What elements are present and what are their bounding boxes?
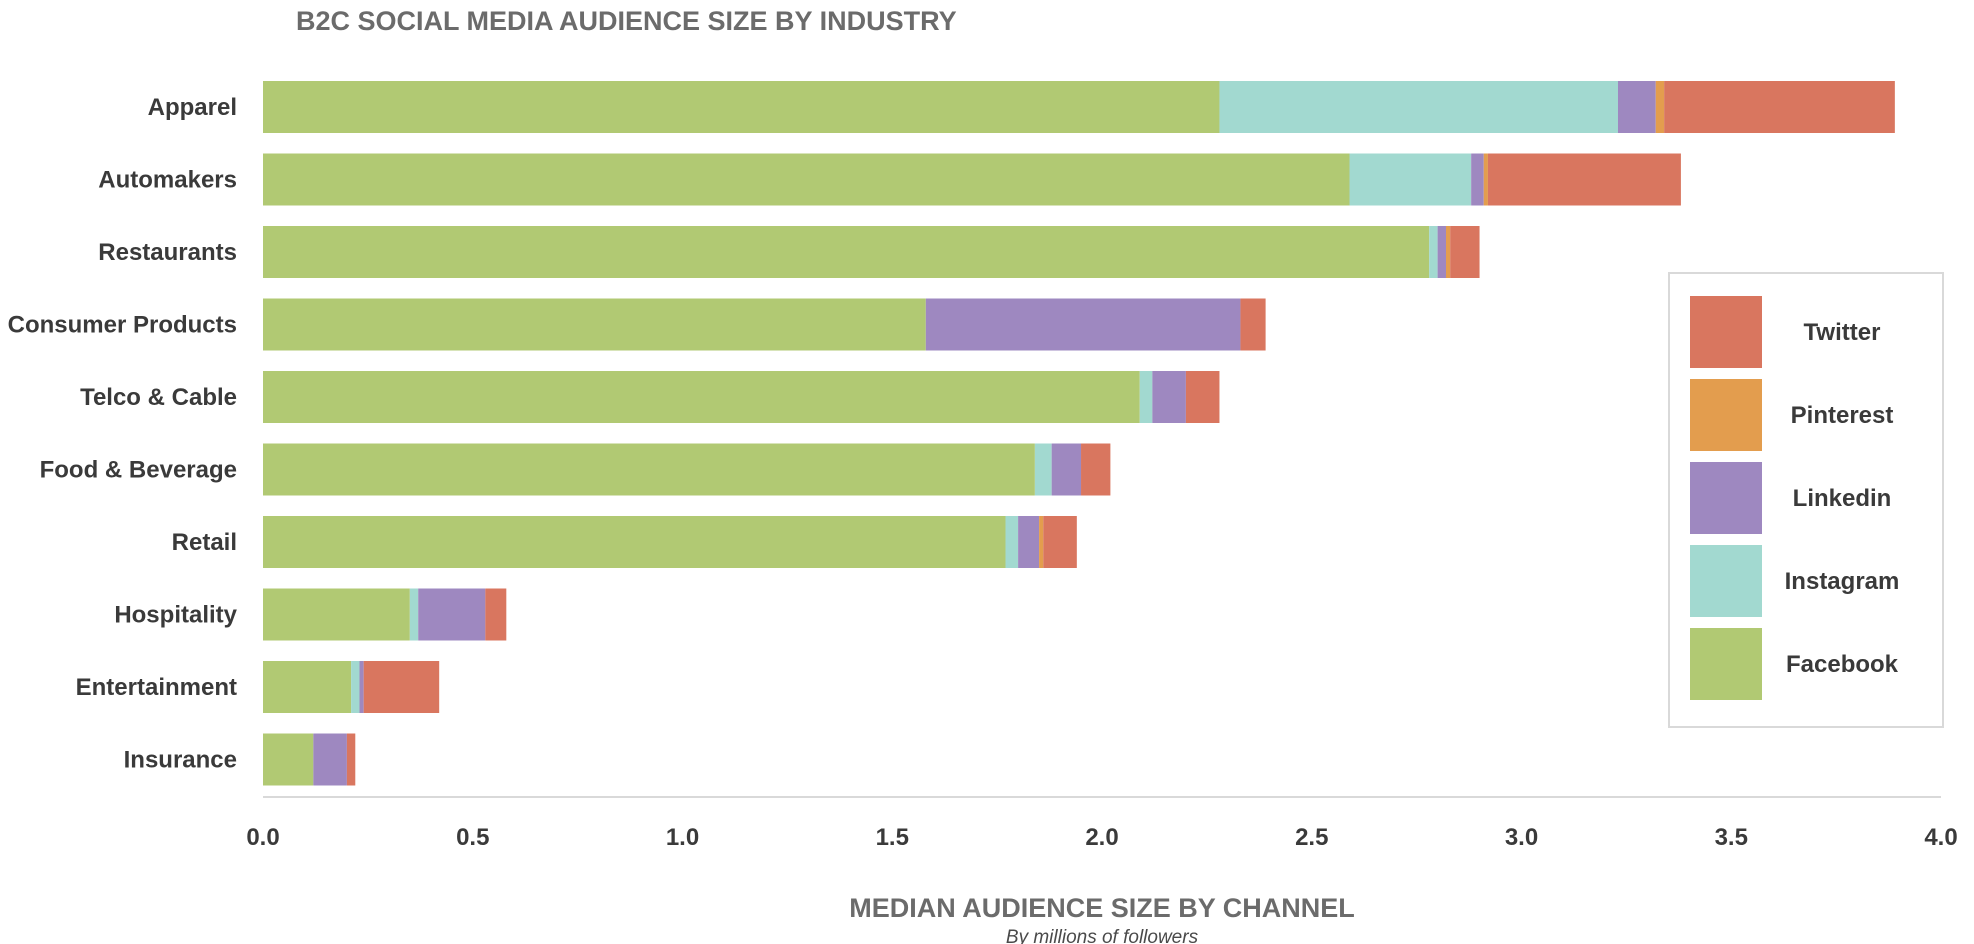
bar-entertainment-instagram bbox=[351, 661, 360, 713]
x-tick-label: 3.5 bbox=[1715, 824, 1748, 851]
bar-insurance-twitter bbox=[346, 733, 356, 786]
bar-automakers-facebook bbox=[263, 153, 1350, 206]
category-label-consumer-products: Consumer Products bbox=[8, 312, 237, 339]
legend-label-pinterest: Pinterest bbox=[1791, 402, 1894, 429]
legend-swatch-facebook bbox=[1690, 628, 1762, 700]
bar-consumer-products-linkedin bbox=[925, 298, 1241, 351]
x-tick-label: 2.0 bbox=[1085, 824, 1118, 851]
legend: Twitter Pinterest Linkedin Instagram Faceboo… bbox=[1668, 272, 1944, 728]
bar-telco-cable-instagram bbox=[1139, 371, 1153, 423]
bar-food-beverage-instagram bbox=[1034, 443, 1052, 496]
bar-retail-twitter bbox=[1043, 516, 1077, 568]
x-tick-label: 0.5 bbox=[456, 824, 489, 851]
bar-food-beverage-linkedin bbox=[1051, 443, 1082, 496]
bar-consumer-products-facebook bbox=[263, 298, 926, 351]
bar-retail-instagram bbox=[1005, 516, 1019, 568]
category-label-retail: Retail bbox=[172, 529, 237, 556]
legend-swatch-pinterest bbox=[1690, 379, 1762, 451]
bar-hospitality-instagram bbox=[409, 588, 419, 641]
category-label-food-beverage: Food & Beverage bbox=[40, 457, 237, 484]
legend-label-linkedin: Linkedin bbox=[1793, 485, 1892, 512]
legend-label-instagram: Instagram bbox=[1785, 568, 1900, 595]
x-tick-label: 3.0 bbox=[1505, 824, 1538, 851]
bar-entertainment-facebook bbox=[263, 661, 352, 713]
bar-telco-cable-twitter bbox=[1185, 371, 1220, 423]
bar-entertainment-twitter bbox=[363, 661, 440, 713]
category-label-hospitality: Hospitality bbox=[114, 602, 237, 629]
legend-label-facebook: Facebook bbox=[1786, 651, 1899, 678]
bar-restaurants-facebook bbox=[263, 226, 1430, 278]
x-tick-label: 2.5 bbox=[1295, 824, 1328, 851]
bar-apparel-facebook bbox=[263, 81, 1220, 133]
bar-insurance-linkedin bbox=[313, 733, 347, 786]
legend-label-twitter: Twitter bbox=[1804, 319, 1881, 346]
x-tick-label: 1.0 bbox=[666, 824, 699, 851]
bar-restaurants-linkedin bbox=[1437, 226, 1446, 278]
bar-automakers-pinterest bbox=[1483, 153, 1488, 206]
bar-food-beverage-facebook bbox=[263, 443, 1035, 496]
bar-food-beverage-twitter bbox=[1081, 443, 1111, 496]
bar-apparel-instagram bbox=[1219, 81, 1618, 133]
category-label-automakers: Automakers bbox=[98, 167, 237, 194]
bars-group bbox=[263, 81, 1895, 786]
category-label-apparel: Apparel bbox=[148, 94, 237, 121]
category-label-telco-cable: Telco & Cable bbox=[80, 384, 237, 411]
category-label-restaurants: Restaurants bbox=[98, 239, 237, 266]
x-tick-label: 4.0 bbox=[1924, 824, 1957, 851]
bar-automakers-twitter bbox=[1487, 153, 1681, 206]
bar-retail-linkedin bbox=[1018, 516, 1040, 568]
category-labels: Apparel Automakers Restaurants Consumer Pro… bbox=[8, 94, 238, 774]
x-axis-subtitle: By millions of followers bbox=[1006, 927, 1199, 944]
bar-restaurants-instagram bbox=[1429, 226, 1438, 278]
x-tick-label: 0.0 bbox=[246, 824, 279, 851]
bar-retail-pinterest bbox=[1039, 516, 1044, 568]
category-label-insurance: Insurance bbox=[124, 747, 237, 774]
bar-automakers-linkedin bbox=[1471, 153, 1484, 206]
bar-hospitality-linkedin bbox=[418, 588, 486, 641]
legend-swatch-twitter bbox=[1690, 296, 1762, 368]
bar-apparel-pinterest bbox=[1655, 81, 1665, 133]
bar-consumer-products-twitter bbox=[1240, 298, 1266, 351]
bar-entertainment-linkedin bbox=[359, 661, 364, 713]
legend-swatch-linkedin bbox=[1690, 462, 1762, 534]
bar-insurance-facebook bbox=[263, 733, 314, 786]
chart-title: B2C SOCIAL MEDIA AUDIENCE SIZE BY INDUST… bbox=[296, 6, 957, 36]
x-tick-label: 1.5 bbox=[876, 824, 909, 851]
bar-apparel-linkedin bbox=[1617, 81, 1656, 133]
x-tick-labels: 0.0 0.5 1.0 1.5 2.0 2.5 3.0 3.5 4.0 bbox=[246, 824, 1957, 851]
bar-telco-cable-linkedin bbox=[1152, 371, 1186, 423]
x-axis-title: MEDIAN AUDIENCE SIZE BY CHANNEL bbox=[849, 893, 1355, 923]
legend-swatch-instagram bbox=[1690, 545, 1762, 617]
bar-hospitality-twitter bbox=[485, 588, 507, 641]
bar-apparel-twitter bbox=[1664, 81, 1895, 133]
bar-restaurants-pinterest bbox=[1445, 226, 1451, 278]
category-label-entertainment: Entertainment bbox=[76, 674, 237, 701]
bar-automakers-instagram bbox=[1349, 153, 1472, 206]
bar-restaurants-twitter bbox=[1450, 226, 1480, 278]
bar-hospitality-facebook bbox=[263, 588, 410, 641]
bar-telco-cable-facebook bbox=[263, 371, 1140, 423]
bar-retail-facebook bbox=[263, 516, 1006, 568]
